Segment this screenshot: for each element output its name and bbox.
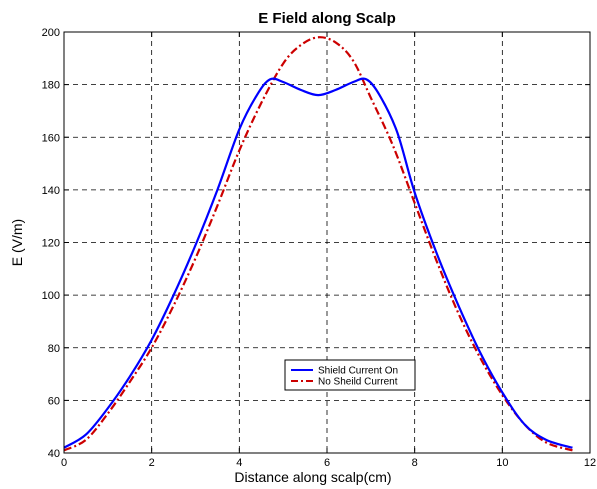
series-layer — [63, 36, 573, 452]
y-tick-label: 180 — [42, 80, 60, 92]
y-tick-label: 40 — [48, 448, 60, 460]
x-tick-label: 12 — [584, 457, 596, 469]
legend-label-shield-current-on: Shield Current On — [318, 366, 398, 377]
x-tick-label: 6 — [324, 457, 330, 469]
y-tick-label: 60 — [48, 395, 60, 407]
x-tick-label: 2 — [149, 457, 155, 469]
x-tick-label: 8 — [412, 457, 418, 469]
legend-box — [284, 359, 416, 391]
tick-layer: 0 2 4 6 8 10 12 40 60 80 100 120 140 160 180 200 — [42, 27, 596, 469]
grid-layer — [64, 32, 590, 453]
y-tick-label: 160 — [42, 132, 60, 144]
x-tick-label: 0 — [61, 457, 67, 469]
y-tick-label: 100 — [42, 290, 60, 302]
series-line-shield-current-on — [63, 77, 573, 449]
chart-title: E Field along Scalp — [258, 10, 396, 27]
legend: Shield Current On No Sheild Current — [284, 359, 416, 391]
x-tick-label: 4 — [236, 457, 242, 469]
plot-frame — [63, 31, 591, 454]
y-tick-label: 80 — [48, 343, 60, 355]
y-tick-label: 140 — [42, 185, 60, 197]
x-tick-label: 10 — [496, 457, 508, 469]
y-tick-label: 120 — [42, 238, 60, 250]
series-line-no-sheild-current — [63, 36, 573, 452]
x-axis-label: Distance along scalp(cm) — [234, 469, 391, 485]
legend-label-no-sheild-current: No Sheild Current — [318, 377, 398, 388]
y-tick-label: 200 — [42, 27, 60, 39]
y-axis-label: E (V/m) — [9, 219, 25, 266]
